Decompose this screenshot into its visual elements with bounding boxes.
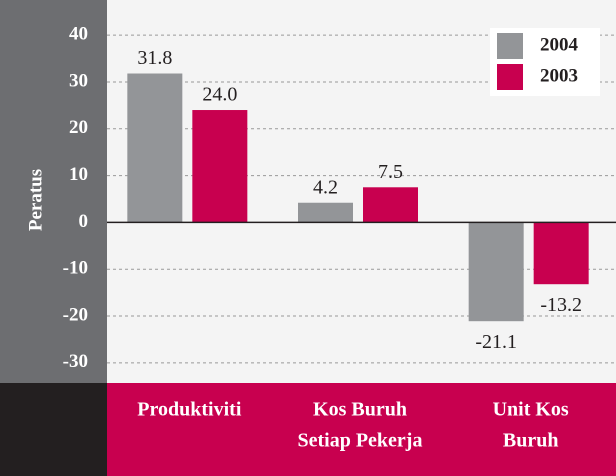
y-axis-label: Peratus	[25, 169, 46, 231]
bar	[127, 73, 183, 223]
bar	[468, 222, 524, 322]
legend-swatch	[497, 33, 523, 59]
y-tick-label: 30	[69, 70, 88, 91]
data-label: 31.8	[137, 47, 172, 69]
y-tick-label: -10	[63, 258, 88, 279]
y-tick-label: 20	[69, 117, 88, 138]
data-label: -21.1	[475, 331, 517, 353]
legend-swatch	[497, 64, 523, 90]
data-label: -13.2	[540, 294, 582, 316]
y-tick-label: 40	[69, 23, 88, 44]
data-label: 4.2	[313, 176, 338, 198]
y-tick-label: -20	[63, 304, 88, 325]
y-tick-label: 10	[69, 164, 88, 185]
legend-label: 2004	[540, 34, 579, 55]
category-panel	[107, 383, 616, 476]
data-label: 24.0	[202, 84, 237, 106]
x-tick-label: Produktiviti	[137, 399, 242, 421]
bar	[298, 202, 353, 223]
y-axis-panel	[0, 0, 107, 383]
data-label: 7.5	[378, 161, 403, 183]
bar	[533, 222, 589, 285]
x-tick-label: Buruh	[503, 430, 559, 452]
bar	[363, 187, 418, 223]
x-tick-label: Unit Kos	[493, 399, 569, 421]
x-tick-label: Kos Buruh	[313, 399, 407, 421]
bar	[192, 110, 248, 223]
y-tick-label: -30	[63, 351, 88, 372]
y-tick-label: 0	[79, 211, 89, 232]
x-tick-label: Setiap Pekerja	[298, 430, 423, 452]
legend-label: 2003	[540, 65, 578, 86]
corner-panel	[0, 383, 107, 476]
